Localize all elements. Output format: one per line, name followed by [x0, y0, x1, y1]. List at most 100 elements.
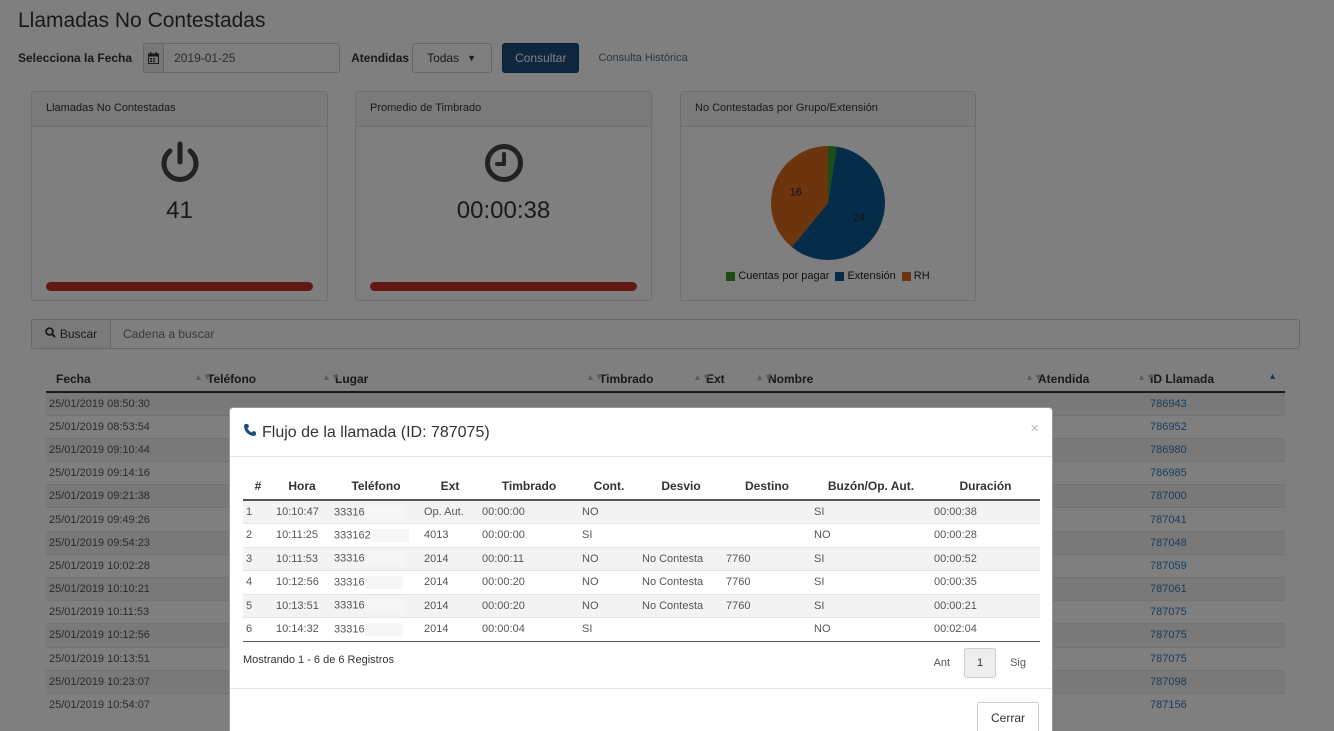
flow-cell-tel-text: 33316 — [334, 505, 365, 518]
flow-cell-ext-text: 2014 — [424, 599, 449, 612]
pager-prev[interactable]: Ant — [933, 657, 951, 669]
flow-cell-desvio — [639, 499, 723, 524]
flow-cell-tel: 333162 — [331, 523, 421, 547]
flow-col-destino: Destino — [723, 472, 811, 501]
flow-cell-duracion-text: 00:00:38 — [934, 506, 977, 518]
flow-cell-desvio-text: No Contesta — [642, 576, 704, 589]
flow-cell-ext: 2014 — [421, 617, 479, 642]
flow-cell-buzon-text: NO — [814, 623, 831, 636]
redacted-block — [364, 599, 403, 613]
flow-cell-destino-text: 7760 — [726, 599, 751, 612]
flow-cell-ext-text: 4013 — [424, 529, 449, 542]
pager-next[interactable]: Sig — [1010, 657, 1026, 669]
flow-row: 4 10:12:56 33316 2014 00:00:20 NO No Contesta 7… — [243, 570, 1040, 594]
flow-cell-n-text: 5 — [246, 599, 253, 612]
flow-cell-timbrado: 00:00:04 — [479, 617, 579, 642]
flow-cell-ext-text: 2014 — [424, 576, 449, 589]
flow-cell-buzon-text: SI — [814, 599, 825, 612]
flow-cell-ext-text: 2014 — [424, 552, 449, 565]
flow-cell-timbrado-text: 00:00:20 — [482, 576, 525, 589]
flow-cell-desvio-text: No Contesta — [642, 599, 704, 612]
flow-cell-timbrado-text: 00:00:00 — [482, 506, 525, 518]
modal-title-text: Flujo de la llamada (ID: 787075) — [262, 423, 490, 441]
flow-cell-tel-text: 33316 — [334, 599, 365, 612]
flow-cell-n: 4 — [243, 570, 273, 594]
flow-cell-buzon-text: NO — [814, 529, 831, 542]
flow-cell-buzon: NO — [811, 523, 931, 547]
flow-col-cont: Cont. — [579, 472, 639, 501]
flow-cell-duracion: 00:00:38 — [931, 499, 1040, 524]
flow-cell-desvio: No Contesta — [639, 546, 723, 571]
flow-col-ext: Ext — [421, 472, 479, 501]
flow-cell-ext: 2014 — [421, 570, 479, 594]
pagination: Ant 1 Sig — [934, 648, 1026, 678]
flow-cell-ext: 4013 — [421, 523, 479, 547]
flow-cell-buzon: SI — [811, 570, 931, 594]
flow-cell-timbrado-text: 00:00:00 — [482, 529, 525, 542]
flow-cell-desvio: No Contesta — [639, 593, 723, 618]
flow-cell-n: 3 — [243, 546, 273, 571]
flow-cell-buzon-text: SI — [814, 576, 825, 589]
redacted-block — [364, 505, 403, 519]
flow-cell-cont-text: NO — [582, 552, 599, 565]
call-flow-table: # Hora Teléfono Ext Timbrado Cont. Desvi… — [243, 472, 1040, 642]
flow-cell-destino: 7760 — [723, 546, 811, 571]
flow-cell-timbrado-text: 00:00:04 — [482, 623, 525, 636]
flow-cell-cont-text: NO — [582, 599, 599, 612]
flow-cell-desvio — [639, 617, 723, 642]
flow-row: 1 10:10:47 33316 Op. Aut. 00:00:00 NO SI 00:00:… — [243, 499, 1040, 524]
flow-cell-destino — [723, 617, 811, 642]
flow-cell-timbrado-text: 00:00:20 — [482, 599, 525, 612]
flow-cell-destino-text: 7760 — [726, 576, 751, 589]
flow-cell-tel-text: 33316 — [334, 552, 365, 565]
flow-cell-timbrado: 00:00:20 — [479, 593, 579, 618]
flow-cell-timbrado: 00:00:11 — [479, 546, 579, 571]
flow-cell-buzon: SI — [811, 546, 931, 571]
flow-cell-tel: 33316 — [331, 570, 421, 594]
redacted-block — [364, 552, 403, 566]
flow-cell-desvio: No Contesta — [639, 570, 723, 594]
close-button[interactable]: Cerrar — [977, 702, 1039, 731]
flow-cell-tel: 33316 — [331, 593, 421, 618]
close-icon[interactable]: × — [1030, 420, 1039, 437]
flow-cell-tel-text: 33316 — [334, 576, 365, 589]
flow-cell-buzon: SI — [811, 593, 931, 618]
flow-cell-n-text: 2 — [246, 529, 253, 542]
flow-cell-n: 2 — [243, 523, 273, 547]
flow-cell-cont: SI — [579, 523, 639, 547]
flow-cell-duracion: 00:00:35 — [931, 570, 1040, 594]
records-info: Mostrando 1 - 6 de 6 Registros — [243, 654, 395, 666]
flow-cell-destino: 7760 — [723, 570, 811, 594]
flow-cell-timbrado: 00:00:00 — [479, 499, 579, 524]
flow-cell-n-text: 1 — [246, 506, 253, 518]
flow-col-buzon: Buzón/Op. Aut. — [811, 472, 931, 501]
phone-icon — [243, 423, 257, 442]
flow-cell-n-text: 4 — [246, 576, 253, 589]
flow-cell-hora-text: 10:13:51 — [276, 599, 319, 612]
flow-cell-buzon-text: SI — [814, 506, 825, 518]
flow-cell-cont: NO — [579, 546, 639, 571]
flow-cell-cont: NO — [579, 570, 639, 594]
flow-cell-destino — [723, 499, 811, 524]
flow-cell-destino — [723, 523, 811, 547]
pager-page-1[interactable]: 1 — [964, 648, 997, 678]
flow-cell-ext: Op. Aut. — [421, 499, 479, 524]
flow-cell-tel-text: 333162 — [334, 529, 371, 542]
flow-cell-buzon-text: SI — [814, 552, 825, 565]
flow-cell-duracion: 00:00:28 — [931, 523, 1040, 547]
flow-cell-hora: 10:11:53 — [273, 546, 331, 571]
flow-cell-ext: 2014 — [421, 593, 479, 618]
flow-cell-timbrado: 00:00:00 — [479, 523, 579, 547]
modal-title: Flujo de la llamada (ID: 787075) — [243, 423, 490, 442]
flow-cell-ext-text: Op. Aut. — [424, 506, 464, 518]
flow-cell-hora: 10:12:56 — [273, 570, 331, 594]
flow-cell-cont: NO — [579, 499, 639, 524]
flow-cell-hora: 10:14:32 — [273, 617, 331, 642]
flow-col-timbrado: Timbrado — [479, 472, 579, 501]
flow-cell-hora: 10:10:47 — [273, 499, 331, 524]
flow-cell-n: 5 — [243, 593, 273, 618]
flow-cell-hora-text: 10:10:47 — [276, 506, 319, 518]
flow-cell-n: 1 — [243, 499, 273, 524]
flow-cell-tel: 33316 — [331, 617, 421, 642]
redacted-block — [364, 622, 403, 636]
